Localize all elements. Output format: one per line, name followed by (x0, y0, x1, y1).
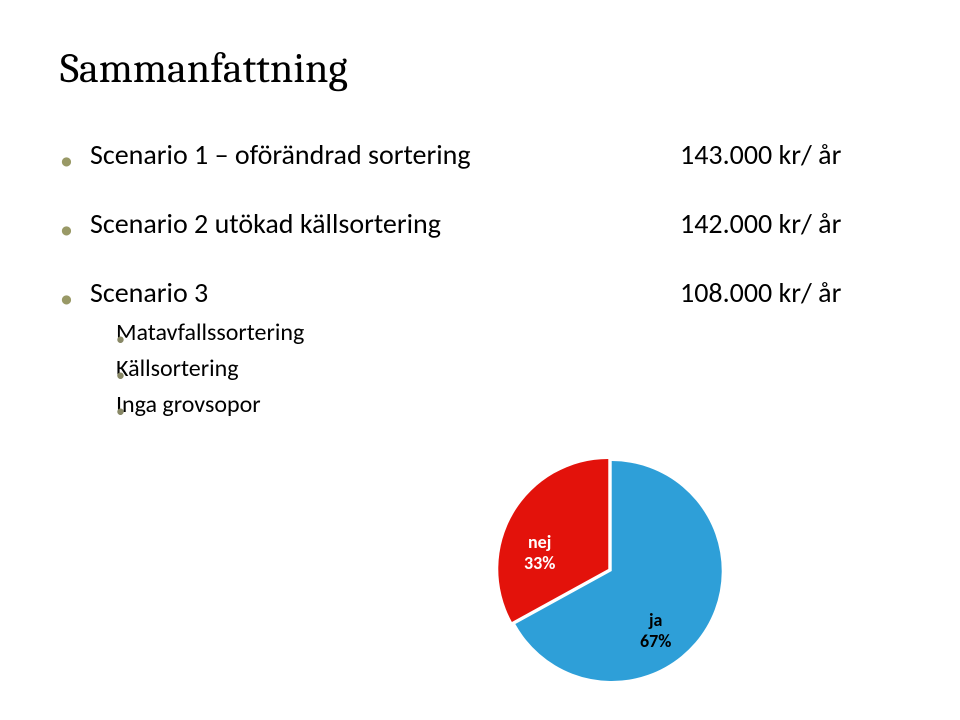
pie-chart: ja67% nej33% (480, 440, 740, 700)
bullet: • (84, 354, 116, 384)
bullet: • (60, 275, 90, 310)
scenario-3-sub-c-label: Inga grovsopor (116, 390, 900, 420)
pie-label-nej: nej33% (524, 532, 555, 573)
scenario-3-sub-c: • Inga grovsopor (84, 390, 900, 420)
page-title: Sammanfattning (60, 44, 900, 93)
scenario-3-sub-b-label: Källsortering (116, 354, 900, 384)
scenario-3-label: Scenario 3 (90, 275, 680, 310)
bullet: • (60, 137, 90, 172)
pie-label-ja: ja67% (640, 610, 671, 651)
bullet: • (84, 390, 116, 420)
scenario-3-sub-a-label: Matavfallssortering (116, 318, 900, 348)
scenario-3-row: • Scenario 3 108.000 kr/ år (60, 275, 900, 310)
scenario-2-row: • Scenario 2 utökad källsortering 142.00… (60, 206, 900, 241)
bullet: • (84, 318, 116, 348)
bullet: • (60, 206, 90, 241)
scenario-3-sub-a: • Matavfallssortering (84, 318, 900, 348)
scenario-3-value: 108.000 kr/ år (680, 275, 900, 310)
scenario-2-label: Scenario 2 utökad källsortering (90, 206, 680, 241)
scenario-1-value: 143.000 kr/ år (680, 137, 900, 172)
scenario-3-sub-b: • Källsortering (84, 354, 900, 384)
scenario-1-row: • Scenario 1 – oförändrad sortering 143.… (60, 137, 900, 172)
scenario-2-value: 142.000 kr/ år (680, 206, 900, 241)
scenario-1-label: Scenario 1 – oförändrad sortering (90, 137, 680, 172)
